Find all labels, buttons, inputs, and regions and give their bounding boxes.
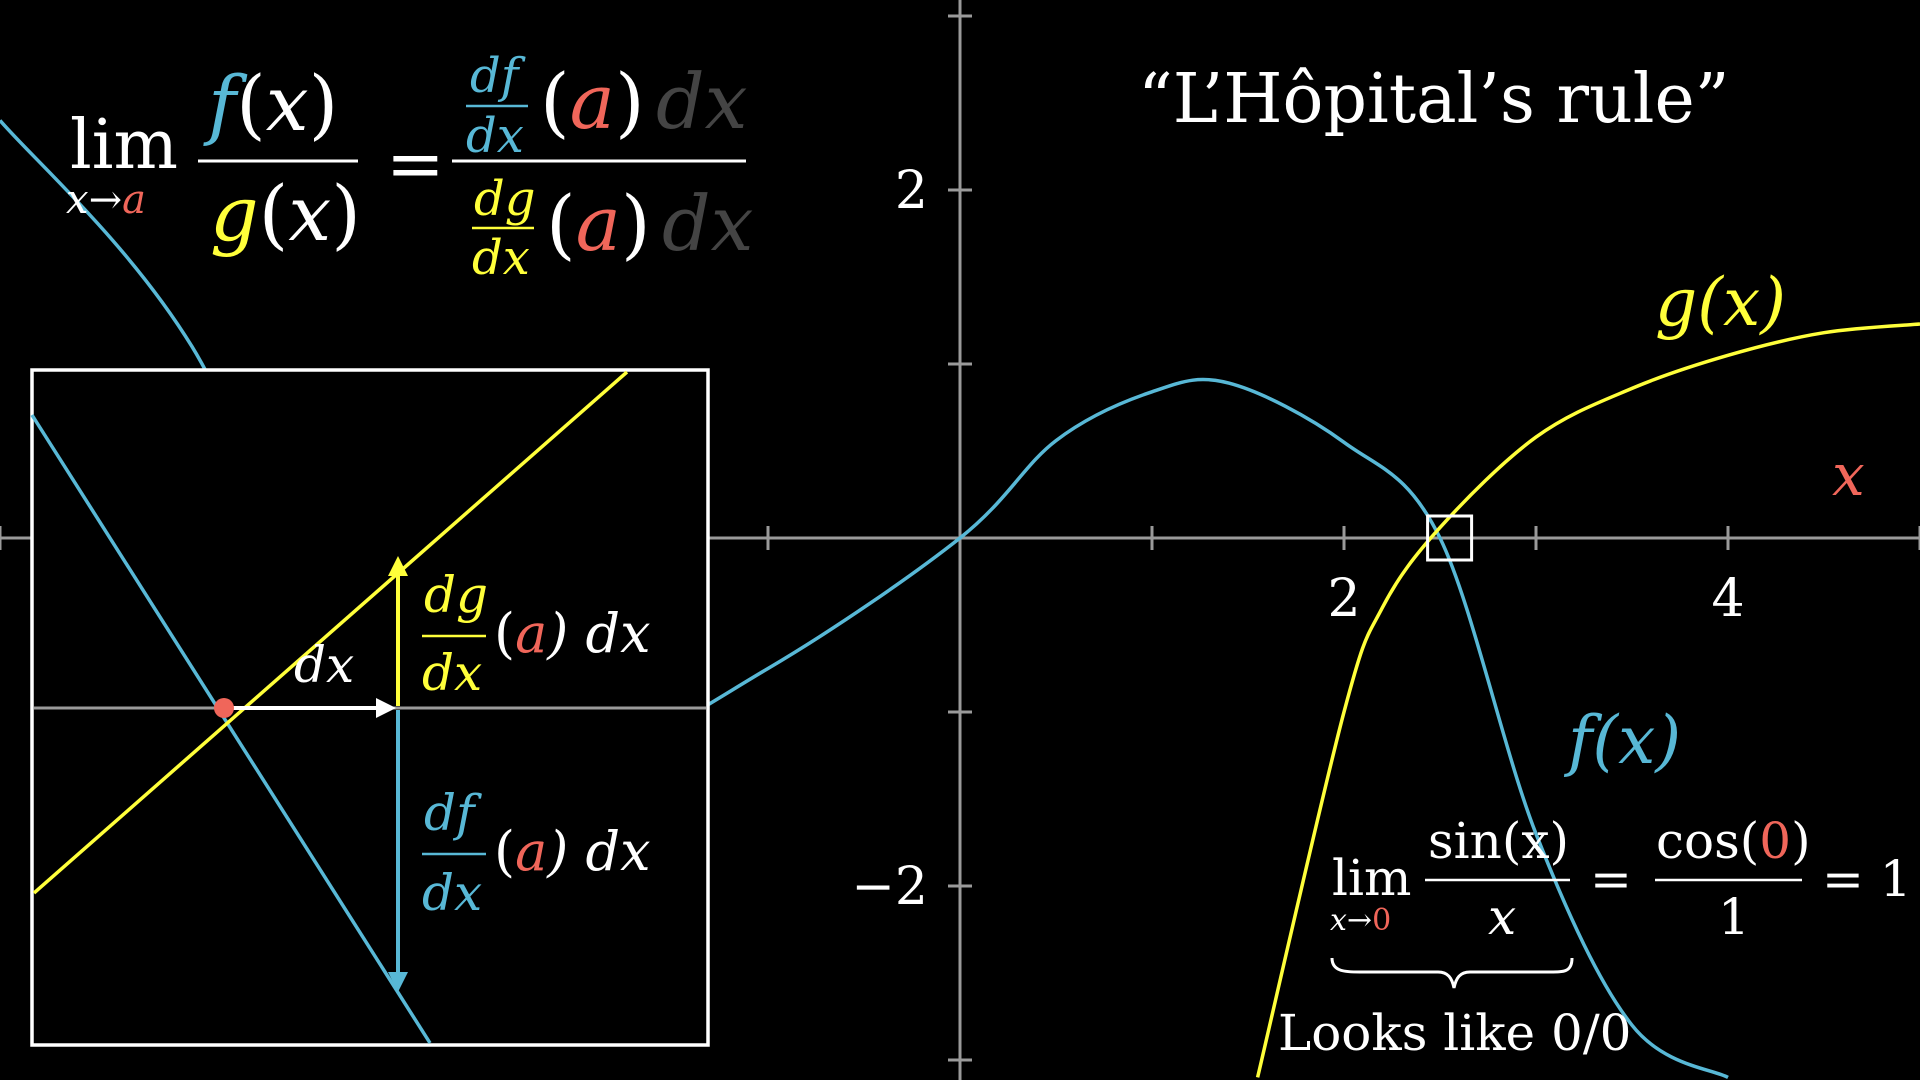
x-axis-label: x: [1832, 441, 1865, 509]
inset-df-denominator: dx: [422, 864, 482, 922]
formula-limit-subscript: x→a: [66, 177, 146, 223]
example-equals-1: =: [1590, 850, 1632, 908]
x-tick-label: 2: [1327, 569, 1360, 629]
x-tick-label: 4: [1711, 569, 1744, 629]
inset-dg-denominator: dx: [422, 644, 482, 702]
g-curve-label: g(x): [1655, 264, 1786, 341]
f-curve-label: f(x): [1563, 702, 1681, 779]
formula-dg-dim-dx: dx: [662, 179, 754, 268]
y-tick-label: 2: [895, 161, 928, 221]
example-equals-result: = 1: [1822, 850, 1912, 908]
inset-dx-label: dx: [294, 636, 354, 694]
inset-point-a: [214, 698, 234, 718]
example-cos: cos(0): [1656, 812, 1811, 870]
formula-df-dim-dx: dx: [656, 57, 748, 146]
inset-f-tangent-line: [30, 414, 432, 1044]
example-brace-note: Looks like 0/0: [1278, 1004, 1632, 1062]
example-underbrace: [1330, 957, 1574, 989]
formula-lim: lim: [70, 106, 178, 185]
example-denominator: x: [1488, 888, 1516, 946]
formula-equals: =: [386, 123, 445, 205]
formula-dg: dg: [474, 171, 535, 227]
inset-dg-a-dx: (a) dx: [494, 602, 651, 665]
formula-denominator-g: g(x): [210, 169, 361, 258]
example-lim: lim: [1332, 849, 1411, 907]
page-title: “L’Hôpital’s rule”: [1138, 60, 1730, 139]
inset-g-tangent-line: [32, 370, 629, 895]
formula-df: df: [470, 48, 526, 104]
formula-numerator-f: f(x): [203, 59, 338, 148]
formula-df-a: (a): [540, 57, 645, 146]
y-tick-label: −2: [851, 857, 928, 917]
formula-dg-a: (a): [546, 179, 651, 268]
g-curve-line: [1255, 322, 1920, 1078]
intersection-highlight-box: [1426, 514, 1474, 562]
formula-df-dx: dx: [466, 108, 524, 164]
example-limit-subscript: x→0: [1330, 903, 1391, 938]
formula-dg-dx: dx: [472, 230, 530, 286]
inset-df-numerator: df: [424, 784, 482, 842]
example-cos-denominator: 1: [1718, 888, 1750, 946]
sinx-example: lim x→0 sin(x) x = cos(0) 1 = 1 Looks li…: [1278, 812, 1912, 1062]
lhopital-formula: lim x→a f(x) g(x) = df dx (a) dx dg dx (…: [66, 48, 754, 286]
inset-dg-numerator: dg: [424, 566, 488, 624]
tick-labels: 2 4 −2 2: [851, 161, 1744, 917]
example-numerator: sin(x): [1428, 812, 1569, 870]
inset-df-a-dx: (a) dx: [494, 820, 651, 883]
zoom-inset: dx dg dx (a) dx df dx (a) dx: [30, 368, 710, 1047]
